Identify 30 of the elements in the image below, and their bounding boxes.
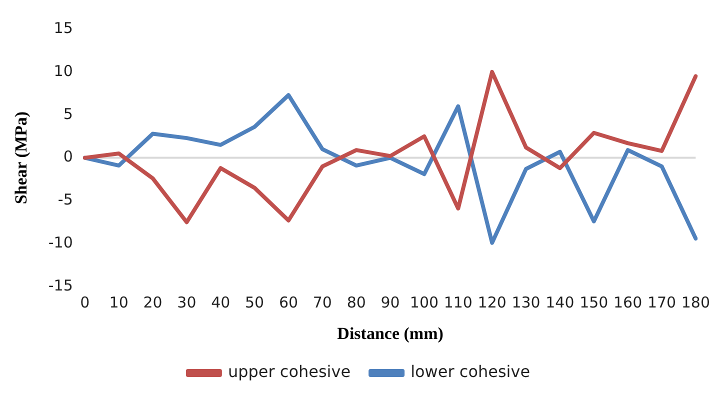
x-tick-label: 0 xyxy=(80,293,90,312)
x-tick-label: 90 xyxy=(380,293,400,312)
y-tick-label: 15 xyxy=(54,18,73,37)
x-tick-label: 150 xyxy=(580,293,608,312)
y-tick-label: -10 xyxy=(48,234,73,252)
legend-label: upper cohesive xyxy=(228,362,351,382)
x-tick-label: 60 xyxy=(278,293,298,312)
x-tick-label: 40 xyxy=(211,293,230,312)
x-tick-label: 50 xyxy=(245,293,264,312)
x-tick-label: 10 xyxy=(109,293,128,312)
x-tick-label: 120 xyxy=(478,293,506,312)
y-tick-label: 0 xyxy=(63,148,73,166)
x-tick-label: 140 xyxy=(546,293,574,312)
x-tick-label: 130 xyxy=(512,293,540,312)
x-tick-label: 160 xyxy=(614,293,642,312)
x-tick-label: 170 xyxy=(647,293,676,312)
x-tick-label: 110 xyxy=(444,293,472,312)
y-tick-label: 5 xyxy=(63,104,73,123)
y-axis-title: Shear (MPa) xyxy=(12,111,31,204)
legend-label: lower cohesive xyxy=(410,362,530,382)
y-tick-label: -15 xyxy=(48,276,73,294)
x-tick-label: 30 xyxy=(177,293,196,312)
x-tick-label: 100 xyxy=(410,293,439,312)
y-tick-label: 10 xyxy=(54,62,73,80)
x-tick-label: 70 xyxy=(312,293,332,312)
y-tick-label: -5 xyxy=(58,190,73,209)
x-tick-label: 80 xyxy=(346,293,366,312)
x-tick-label: 20 xyxy=(143,293,162,312)
x-axis-title: Distance (mm) xyxy=(337,324,444,344)
x-tick-label: 180 xyxy=(681,293,710,312)
